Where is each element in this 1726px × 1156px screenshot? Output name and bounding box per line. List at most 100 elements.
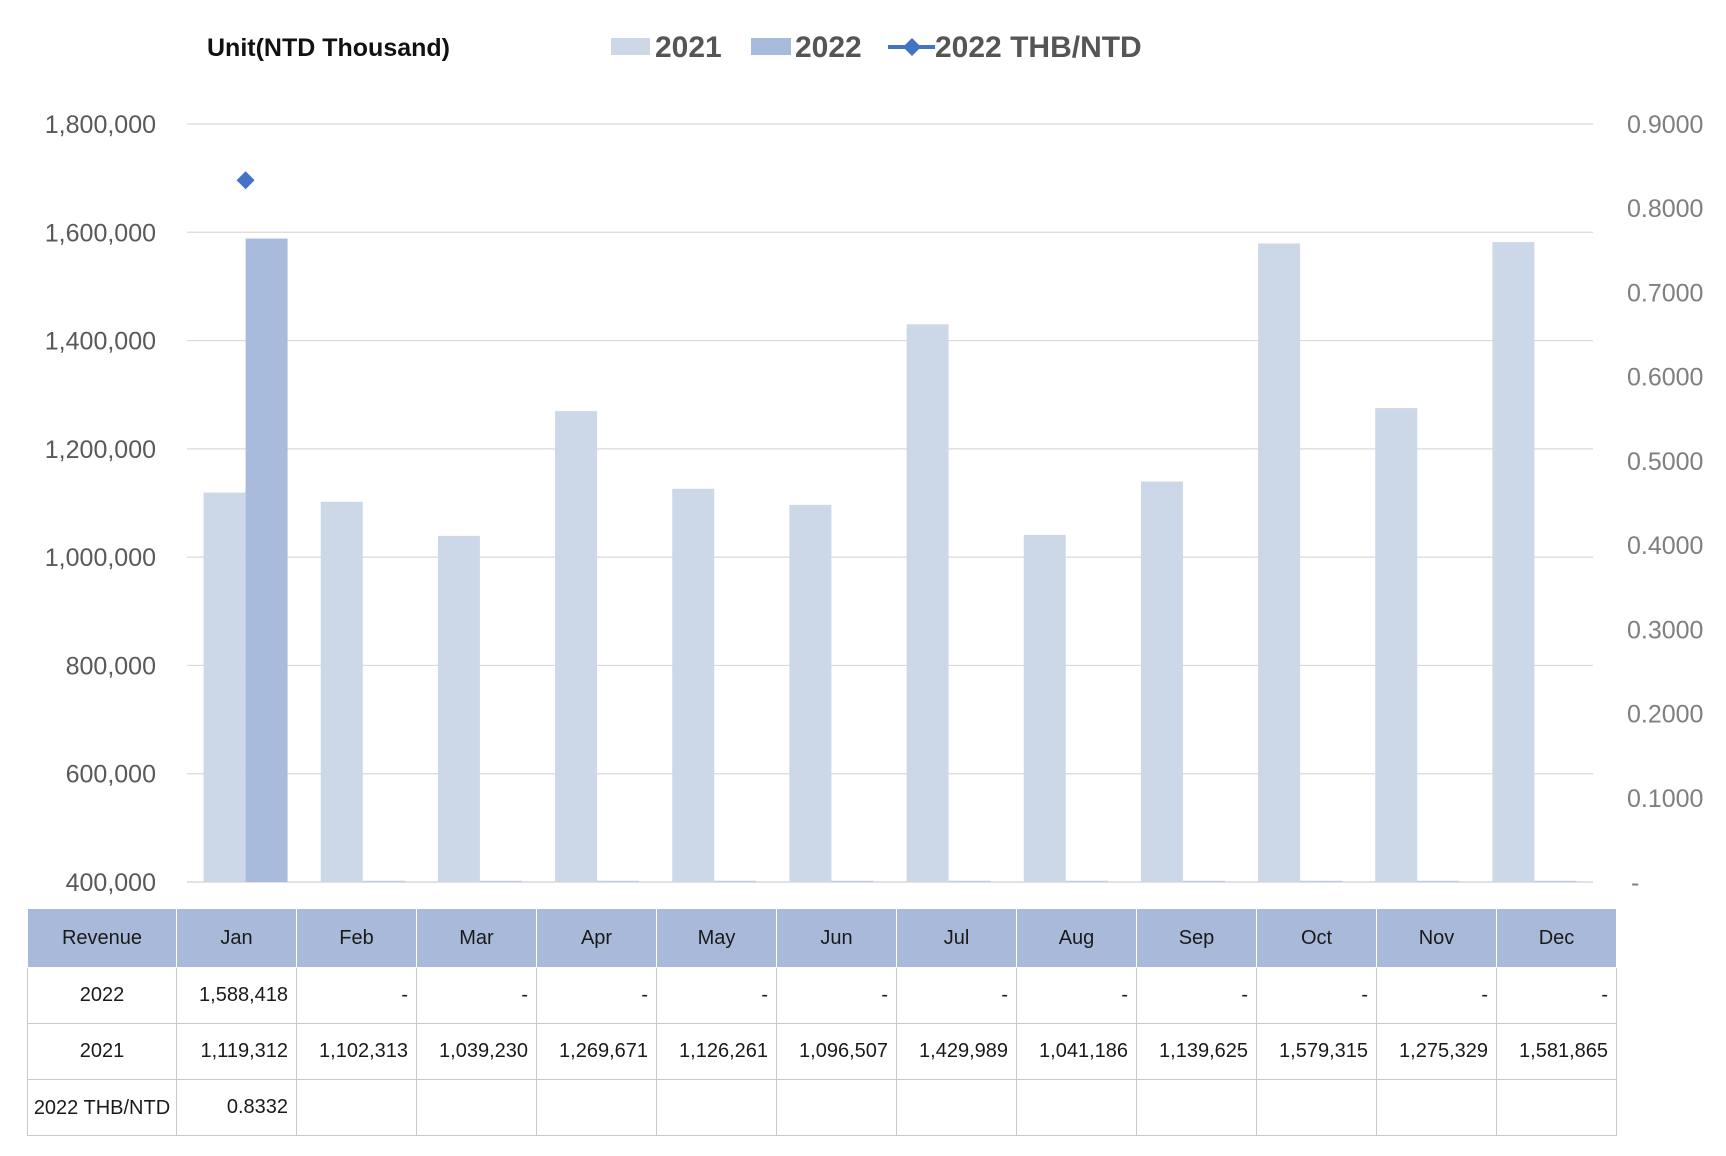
- table-cell: -: [656, 967, 777, 1024]
- revenue-chart: Unit(NTD Thousand) 2021 2022 2022 THB/NT…: [45, 31, 1704, 897]
- right-tick-label: -: [1631, 869, 1639, 897]
- table-cell: 1,588,418: [176, 967, 297, 1024]
- table-row-label: 2021: [27, 1023, 177, 1080]
- table-header-jun: Jun: [776, 908, 897, 968]
- bar-2021-apr: [555, 411, 598, 882]
- table-row-label: 2022: [27, 967, 177, 1024]
- right-tick-label: 0.7000: [1627, 279, 1703, 307]
- bar-2021-jun: [789, 504, 832, 882]
- table-cell: 1,429,989: [896, 1023, 1017, 1080]
- table-cell: 0.8332: [176, 1079, 297, 1136]
- table-cell: 1,581,865: [1496, 1023, 1617, 1080]
- table-cell: [1256, 1079, 1377, 1136]
- table-header-nov: Nov: [1376, 908, 1497, 968]
- table-cell: -: [1016, 967, 1137, 1024]
- bar-2021-feb: [320, 501, 363, 882]
- table-header-mar: Mar: [416, 908, 537, 968]
- left-axis-ticks: 400,000 600,000 800,000 1,000,000 1,200,000 1…: [45, 111, 156, 897]
- left-tick-label: 1,400,000: [45, 328, 156, 356]
- legend-item-rate[interactable]: 2022 THB/NTD: [888, 31, 1142, 64]
- legend-item-2021[interactable]: 2021: [611, 31, 722, 64]
- legend-label-2021: 2021: [655, 31, 722, 64]
- table-cell: [776, 1079, 897, 1136]
- unit-label: Unit(NTD Thousand): [207, 34, 450, 62]
- data-table: Revenue Jan Feb Mar Apr May Jun Jul Aug Sep Oct No…: [27, 908, 1617, 1136]
- table-cell: [1136, 1079, 1257, 1136]
- series-rate-points: [236, 171, 255, 190]
- left-tick-label: 1,600,000: [45, 219, 156, 247]
- table-cell: 1,269,671: [536, 1023, 657, 1080]
- table-cell: -: [416, 967, 537, 1024]
- right-axis-ticks: - 0.1000 0.2000 0.3000 0.4000 0.5000 0.6000 0.7…: [1627, 111, 1703, 897]
- table-cell: -: [1376, 967, 1497, 1024]
- table-row: 2022 THB/NTD 0.8332: [27, 1079, 1617, 1136]
- right-tick-label: 0.5000: [1627, 448, 1703, 476]
- left-tick-label: 400,000: [66, 869, 156, 897]
- table-cell: -: [1496, 967, 1617, 1024]
- right-tick-label: 0.8000: [1627, 195, 1703, 223]
- right-tick-label: 0.9000: [1627, 111, 1703, 139]
- table-cell: 1,041,186: [1016, 1023, 1137, 1080]
- right-tick-label: 0.4000: [1627, 532, 1703, 560]
- table-cell: 1,119,312: [176, 1023, 297, 1080]
- table-header-aug: Aug: [1016, 908, 1137, 968]
- table-row: 2021 1,119,312 1,102,313 1,039,230 1,269,671…: [27, 1023, 1617, 1080]
- left-tick-label: 600,000: [66, 761, 156, 789]
- table-header-oct: Oct: [1256, 908, 1377, 968]
- table-header-sep: Sep: [1136, 908, 1257, 968]
- table-cell: -: [1256, 967, 1377, 1024]
- gridlines: [187, 123, 1593, 883]
- bar-2021-jul: [906, 324, 949, 882]
- table-header-jul: Jul: [896, 908, 1017, 968]
- bar-2021-aug: [1023, 534, 1066, 882]
- right-tick-label: 0.3000: [1627, 616, 1703, 644]
- table-cell: 1,579,315: [1256, 1023, 1377, 1080]
- bar-2021-jan: [203, 492, 246, 882]
- left-tick-label: 1,800,000: [45, 111, 156, 139]
- table-cell: 1,126,261: [656, 1023, 777, 1080]
- right-tick-label: 0.6000: [1627, 364, 1703, 392]
- table-cell: [656, 1079, 777, 1136]
- table-header-dec: Dec: [1496, 908, 1617, 968]
- table-header-feb: Feb: [296, 908, 417, 968]
- bar-2021-sep: [1140, 481, 1183, 882]
- table-header-apr: Apr: [536, 908, 657, 968]
- legend-item-2022[interactable]: 2022: [751, 31, 862, 64]
- table-cell: -: [296, 967, 417, 1024]
- table-cell: [536, 1079, 657, 1136]
- table-row: 2022 1,588,418- - - - - - - - - - -: [27, 967, 1617, 1024]
- table-cell: [896, 1079, 1017, 1136]
- left-tick-label: 1,000,000: [45, 544, 156, 572]
- legend-label-2022: 2022: [795, 31, 862, 64]
- table-cell: 1,139,625: [1136, 1023, 1257, 1080]
- table-cell: [1016, 1079, 1137, 1136]
- bar-2022-jan: [245, 238, 288, 883]
- series-2021-bars: [203, 242, 1535, 883]
- table-cell: -: [1136, 967, 1257, 1024]
- left-tick-label: 800,000: [66, 652, 156, 680]
- right-tick-label: 0.1000: [1627, 785, 1703, 813]
- table-header-may: May: [656, 908, 777, 968]
- legend: 2021 2022 2022 THB/NTD: [611, 31, 1142, 64]
- legend-marker-rate: [903, 38, 921, 56]
- table-cell: 1,096,507: [776, 1023, 897, 1080]
- series-2022-bars: [245, 238, 1577, 883]
- table-header-row: Revenue Jan Feb Mar Apr May Jun Jul Aug Sep Oct No…: [27, 908, 1617, 968]
- table-row-label: 2022 THB/NTD: [27, 1079, 177, 1136]
- rate-point-jan: [236, 171, 255, 190]
- bar-2021-may: [672, 488, 715, 882]
- legend-swatch-2022: [751, 38, 791, 55]
- bar-2021-dec: [1492, 242, 1535, 883]
- table-header-jan: Jan: [176, 908, 297, 968]
- table-cell: [1376, 1079, 1497, 1136]
- table-cell: [296, 1079, 417, 1136]
- bar-2021-oct: [1258, 243, 1301, 882]
- table-cell: 1,102,313: [296, 1023, 417, 1080]
- table-cell: -: [896, 967, 1017, 1024]
- table-cell: [1496, 1079, 1617, 1136]
- left-tick-label: 1,200,000: [45, 436, 156, 464]
- legend-swatch-2021: [611, 38, 650, 55]
- table-cell: 1,039,230: [416, 1023, 537, 1080]
- right-tick-label: 0.2000: [1627, 701, 1703, 729]
- table-cell: [416, 1079, 537, 1136]
